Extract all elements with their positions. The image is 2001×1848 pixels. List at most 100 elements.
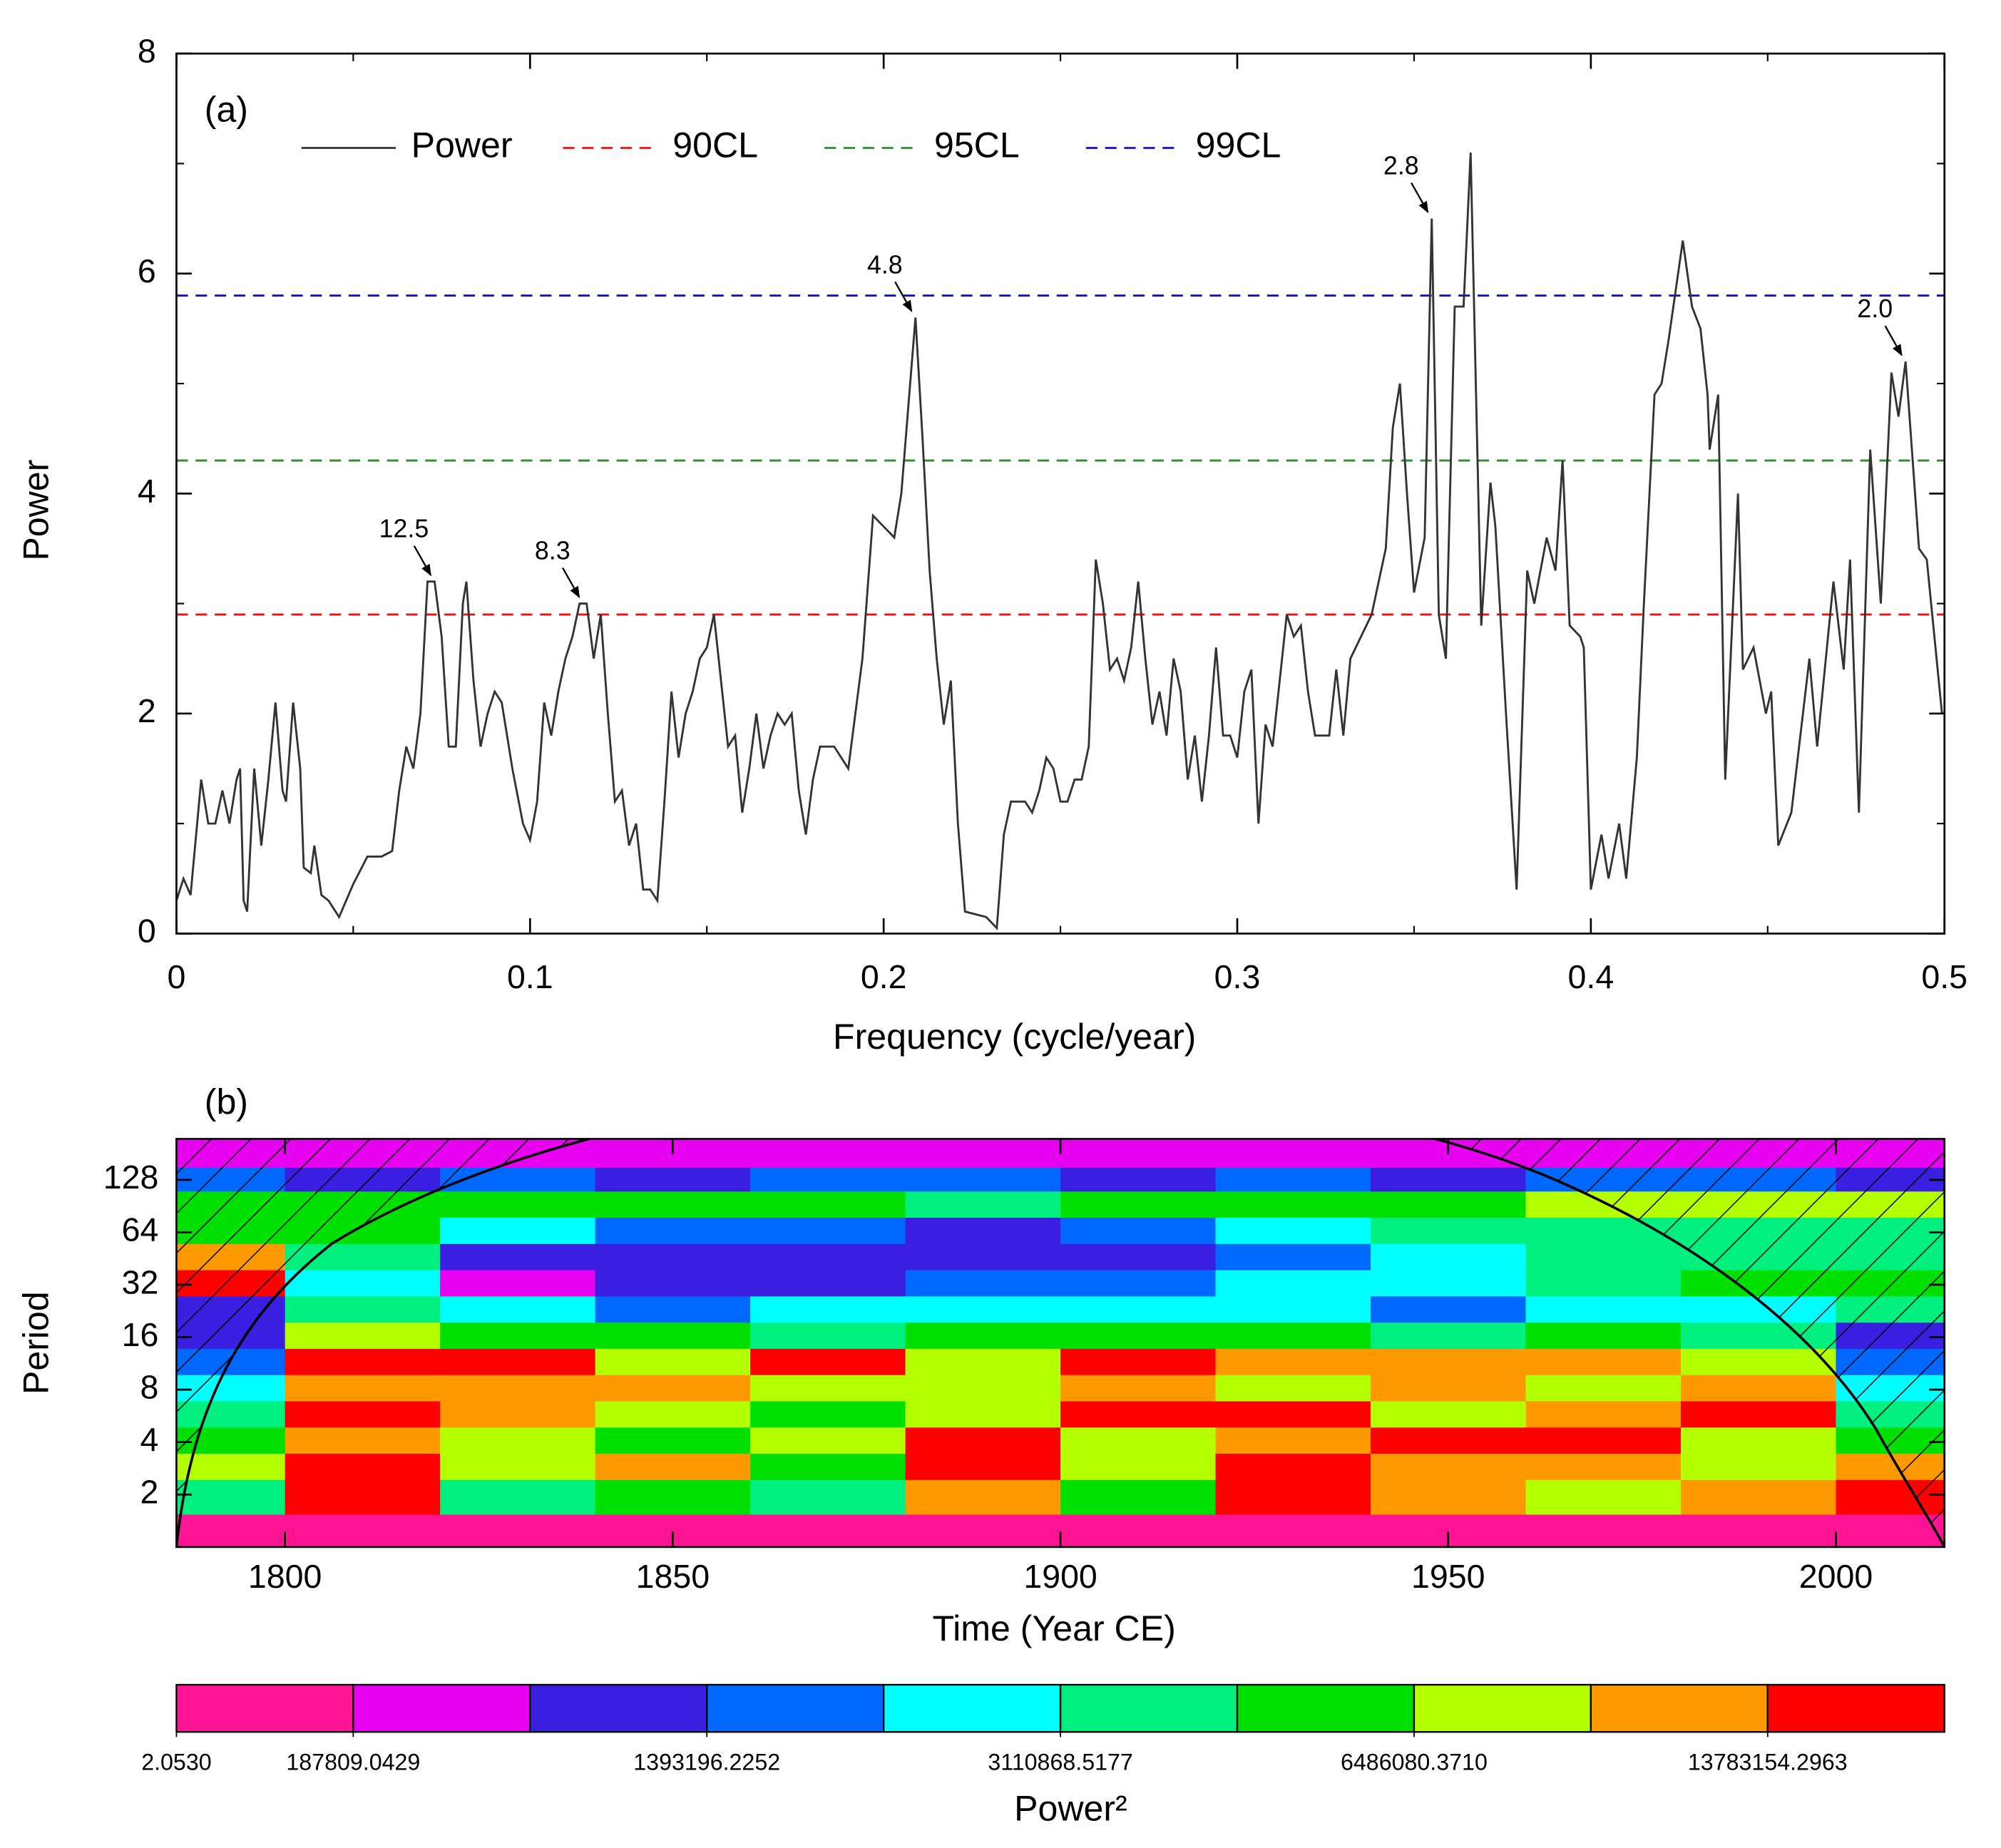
colorbar-swatch xyxy=(1059,1683,1239,1733)
heat-cell xyxy=(1371,1269,1527,1297)
heat-cell xyxy=(750,1295,906,1323)
heat-cell xyxy=(905,1400,1062,1428)
heat-cell xyxy=(905,1139,1062,1168)
heat-cell xyxy=(1215,1374,1372,1402)
colorbar-swatch xyxy=(1236,1683,1416,1733)
annotation-arrow xyxy=(413,545,432,577)
heat-cell xyxy=(285,1479,441,1515)
heat-cell xyxy=(1060,1166,1217,1192)
heat-cell xyxy=(1215,1269,1372,1297)
heat-cell xyxy=(595,1166,752,1192)
heat-cell xyxy=(440,1452,596,1480)
heat-cell xyxy=(440,1269,596,1297)
heat-cell xyxy=(905,1191,1062,1218)
heat-cell xyxy=(1681,1452,1837,1480)
heat-cell xyxy=(440,1243,596,1270)
heat-cell xyxy=(440,1400,596,1428)
heat-cell xyxy=(1215,1322,1372,1349)
y-tick-label: 16 xyxy=(122,1316,159,1353)
cone-edge xyxy=(176,1139,1945,1547)
heat-cell xyxy=(1371,1216,1527,1244)
annotation-arrow xyxy=(1884,325,1903,356)
heat-cell xyxy=(1060,1514,1217,1547)
heat-cell xyxy=(905,1243,1062,1270)
heat-cell xyxy=(750,1166,906,1192)
heat-cell xyxy=(1681,1427,1837,1454)
heat-cell xyxy=(750,1514,906,1547)
colorbar-swatch xyxy=(882,1683,1062,1733)
heat-cell xyxy=(905,1374,1062,1402)
heat-cell xyxy=(750,1479,906,1515)
colorbar-swatch xyxy=(175,1683,354,1733)
heat-cell xyxy=(905,1322,1062,1349)
y-tick-label: 8 xyxy=(138,32,156,69)
heat-cell xyxy=(905,1216,1062,1244)
y-tick-label: 32 xyxy=(122,1263,159,1300)
colorbar-swatch xyxy=(706,1683,885,1733)
x-tick-label: 1950 xyxy=(1411,1558,1485,1595)
heat-cell xyxy=(1371,1348,1527,1375)
x-tick-label: 0.1 xyxy=(507,958,553,995)
heat-cell xyxy=(905,1427,1062,1454)
heat-cell xyxy=(285,1452,441,1480)
y-axis-label: Period xyxy=(16,1291,56,1395)
heat-cell xyxy=(1681,1374,1837,1402)
heat-cell xyxy=(1525,1322,1682,1349)
colorbar-swatch xyxy=(352,1683,531,1733)
heat-cell xyxy=(750,1374,906,1402)
heat-cell xyxy=(905,1479,1062,1515)
annotation-arrow xyxy=(1411,182,1429,214)
heat-cell xyxy=(440,1295,596,1323)
heat-cell xyxy=(595,1216,752,1244)
heat-cell xyxy=(440,1374,596,1402)
heat-cell xyxy=(750,1427,906,1454)
heat-cell xyxy=(1215,1191,1372,1218)
x-tick-label: 0.5 xyxy=(1921,958,1967,995)
heat-cell xyxy=(1525,1479,1682,1515)
legend-label: 95CL xyxy=(934,125,1020,165)
colorbar-label: Power² xyxy=(1014,1788,1127,1828)
y-axis-label: Power xyxy=(16,460,56,561)
y-tick-label: 128 xyxy=(103,1159,159,1196)
heat-cell xyxy=(1060,1374,1217,1402)
heat-cell xyxy=(750,1400,906,1428)
heat-cell xyxy=(750,1452,906,1480)
annotation: 2.8 xyxy=(1383,151,1419,180)
heat-cell xyxy=(1371,1243,1527,1270)
annotation: 4.8 xyxy=(867,250,903,279)
heat-cell xyxy=(905,1452,1062,1480)
y-tick-label: 2 xyxy=(140,1474,159,1511)
heat-cell xyxy=(1371,1322,1527,1349)
x-tick-label: 0.3 xyxy=(1214,958,1261,995)
annotation: 2.0 xyxy=(1857,294,1893,323)
heat-cell xyxy=(1060,1452,1217,1480)
heat-cell xyxy=(750,1348,906,1375)
heat-cell xyxy=(285,1348,441,1375)
heat-cell xyxy=(176,1479,286,1515)
heat-cell xyxy=(905,1514,1062,1547)
heat-cell xyxy=(1060,1295,1217,1323)
heat-cell xyxy=(905,1269,1062,1297)
heat-cell xyxy=(1525,1348,1682,1375)
heat-cell xyxy=(1215,1514,1372,1547)
heat-cell xyxy=(440,1191,596,1218)
heat-cell xyxy=(1060,1243,1217,1270)
y-tick-label: 8 xyxy=(140,1368,159,1405)
heat-cell xyxy=(285,1374,441,1402)
colorbar-swatch xyxy=(1590,1683,1769,1733)
y-tick-label: 64 xyxy=(122,1211,159,1248)
heat-cell xyxy=(1681,1348,1837,1375)
colorbar-tick-label: 2.0530 xyxy=(141,1749,211,1775)
heat-cell xyxy=(595,1452,752,1480)
x-axis-label: Time (Year CE) xyxy=(932,1608,1175,1648)
x-tick-label: 1900 xyxy=(1023,1558,1097,1595)
heat-cell xyxy=(440,1216,596,1244)
power-line xyxy=(175,152,1943,931)
x-tick-label: 0.4 xyxy=(1568,958,1614,995)
heat-cell xyxy=(1371,1427,1527,1454)
heat-cell xyxy=(1215,1295,1372,1323)
heat-cell xyxy=(595,1427,752,1454)
heat-cell xyxy=(1525,1427,1682,1454)
colorbar-swatch xyxy=(529,1683,708,1733)
